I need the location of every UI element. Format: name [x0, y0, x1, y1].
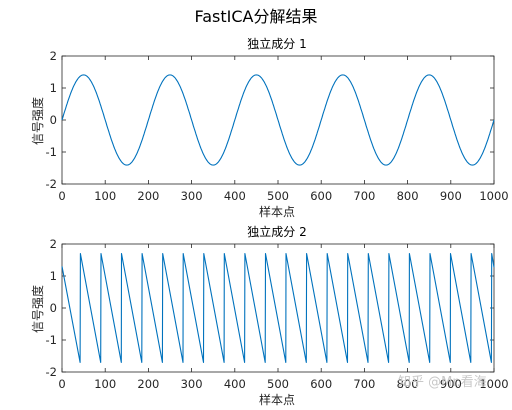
- x-tick-label: 600: [310, 377, 332, 391]
- x-tick-label: 500: [267, 189, 289, 203]
- y-tick-label: 1: [50, 81, 57, 95]
- y-tick-label: 0: [50, 113, 57, 127]
- figure-title: FastICA分解结果: [195, 7, 318, 26]
- x-axis-label-1: 样本点: [259, 204, 295, 219]
- y-axis-label-2: 信号强度: [30, 285, 45, 333]
- axes-title-1: 独立成分 1: [247, 36, 306, 51]
- y-tick-label: -2: [46, 365, 57, 379]
- x-tick-label: 1000: [479, 189, 508, 203]
- axes-component-1: 独立成分 1 样本点 信号强度 0 100 200 300 400 500 600 700 80…: [30, 36, 509, 219]
- x-tick-label: 300: [181, 189, 203, 203]
- x-tick-label: 600: [310, 189, 332, 203]
- y-tick-label: 1: [50, 269, 57, 283]
- y-tick-label: 0: [50, 301, 57, 315]
- axes-component-2: 独立成分 2 样本点 信号强度 0 100 200 300 400 500 600 700 80…: [30, 224, 509, 407]
- plot-area-2: [61, 243, 495, 373]
- x-tick-label: 800: [397, 189, 419, 203]
- x-tick-label: 400: [224, 189, 246, 203]
- y-tick-label: -1: [46, 145, 57, 159]
- x-tick-label: 700: [353, 189, 375, 203]
- y-tick-label: 2: [50, 237, 57, 251]
- x-tick-label: 500: [267, 377, 289, 391]
- y-tick-label: 2: [50, 49, 57, 63]
- x-tick-label: 400: [224, 377, 246, 391]
- series-line-1: [61, 74, 495, 166]
- x-tick-label: 200: [137, 377, 159, 391]
- x-tick-label: 100: [94, 189, 116, 203]
- y-tick-label: -2: [46, 177, 57, 191]
- x-tick-label: 0: [58, 189, 65, 203]
- x-tick-label: 1000: [479, 377, 508, 391]
- x-tick-label: 700: [353, 377, 375, 391]
- series-line-2: [61, 253, 495, 363]
- x-tick-label: 800: [397, 377, 419, 391]
- x-tick-label: 300: [181, 377, 203, 391]
- x-axis-label-2: 样本点: [259, 392, 295, 407]
- y-tick-label: -1: [46, 333, 57, 347]
- x-tick-label: 200: [137, 189, 159, 203]
- axes-title-2: 独立成分 2: [247, 224, 306, 239]
- x-tick-label: 900: [440, 377, 462, 391]
- x-tick-label: 100: [94, 377, 116, 391]
- x-tick-label: 900: [440, 189, 462, 203]
- watermark: 知乎 @Mr.看海: [398, 374, 487, 390]
- x-tick-label: 0: [58, 377, 65, 391]
- y-axis-label-1: 信号强度: [30, 97, 45, 145]
